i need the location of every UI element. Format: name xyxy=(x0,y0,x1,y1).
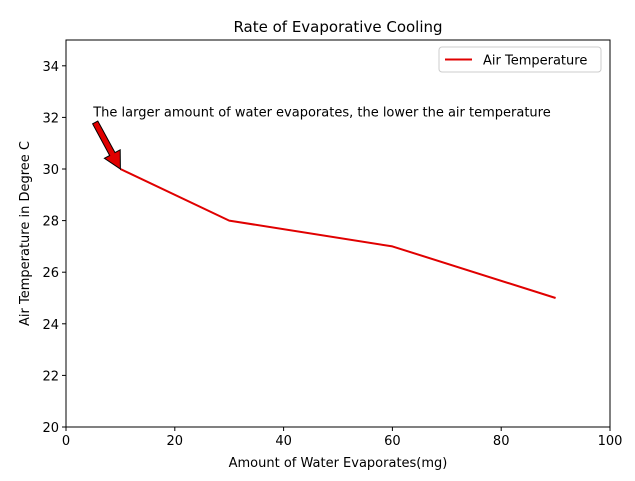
chart-title: Rate of Evaporative Cooling xyxy=(233,18,442,36)
x-tick-label: 100 xyxy=(598,434,623,449)
y-tick-label: 22 xyxy=(42,369,59,384)
plot-frame xyxy=(65,39,611,428)
legend-box xyxy=(438,46,602,73)
x-tick-label: 80 xyxy=(493,434,510,449)
x-axis-title: Amount of Water Evaporates(mg) xyxy=(229,456,448,471)
plot-area xyxy=(65,39,611,428)
legend: Air Temperature xyxy=(438,46,602,73)
y-tick-label: 34 xyxy=(42,60,59,75)
y-tick-label: 20 xyxy=(42,421,59,436)
series-layer xyxy=(119,168,556,299)
y-tick-label: 30 xyxy=(42,163,59,178)
series-line xyxy=(119,168,556,299)
legend-label: Air Temperature xyxy=(483,54,587,69)
y-tick-label: 28 xyxy=(42,215,59,230)
y-axis-title: Air Temperature in Degree C xyxy=(18,141,33,326)
y-axis: 20 22 24 26 28 30 32 34 xyxy=(42,60,66,436)
x-tick-label: 20 xyxy=(167,434,184,449)
y-tick-label: 24 xyxy=(42,318,59,333)
annotation-arrow xyxy=(91,120,121,170)
x-tick-label: 40 xyxy=(275,434,292,449)
x-tick-label: 0 xyxy=(62,434,70,449)
x-tick-label: 60 xyxy=(384,434,401,449)
y-tick-label: 32 xyxy=(42,111,59,126)
y-tick-label: 26 xyxy=(42,266,59,281)
annotation-text: The larger amount of water evaporates, t… xyxy=(92,105,551,120)
x-axis: 0 20 40 60 80 100 xyxy=(62,427,623,449)
annotation-layer: The larger amount of water evaporates, t… xyxy=(91,105,551,170)
